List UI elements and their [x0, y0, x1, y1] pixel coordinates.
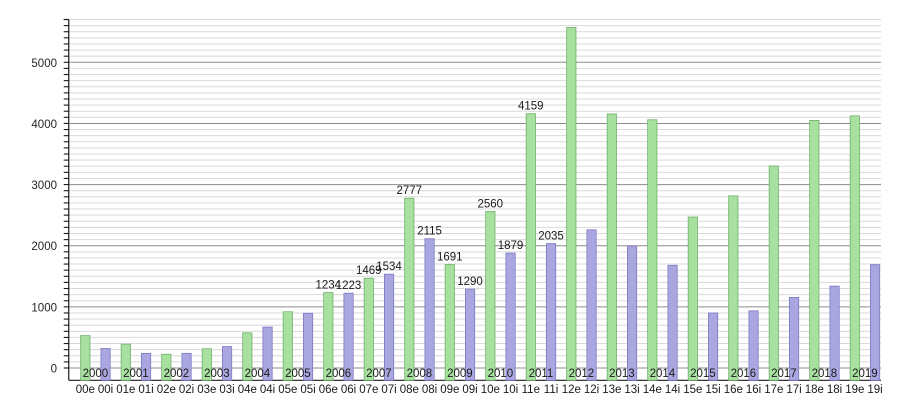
svg-text:13e: 13e [602, 384, 621, 396]
svg-text:17e: 17e [764, 384, 783, 396]
svg-text:2003: 2003 [204, 368, 230, 380]
svg-text:2006: 2006 [326, 368, 352, 380]
svg-text:15i: 15i [705, 384, 720, 396]
svg-text:2000: 2000 [83, 368, 109, 380]
svg-text:1223: 1223 [336, 280, 362, 292]
svg-text:02i: 02i [179, 384, 194, 396]
svg-text:2014: 2014 [650, 368, 676, 380]
svg-text:2115: 2115 [417, 226, 442, 238]
svg-text:09e: 09e [440, 384, 459, 396]
svg-text:13i: 13i [624, 384, 639, 396]
svg-text:15e: 15e [683, 384, 702, 396]
svg-text:06e: 06e [319, 384, 338, 396]
svg-text:2000: 2000 [31, 241, 57, 253]
svg-text:2015: 2015 [690, 368, 716, 380]
svg-text:2013: 2013 [609, 368, 635, 380]
svg-text:00e: 00e [76, 384, 95, 396]
svg-text:2016: 2016 [731, 368, 757, 380]
svg-text:18i: 18i [827, 384, 842, 396]
svg-text:17i: 17i [786, 384, 801, 396]
svg-text:08i: 08i [422, 384, 437, 396]
svg-text:2560: 2560 [478, 198, 504, 210]
svg-text:19e: 19e [845, 384, 864, 396]
svg-text:09i: 09i [462, 384, 477, 396]
svg-text:19i: 19i [867, 384, 882, 396]
svg-text:12e: 12e [562, 384, 581, 396]
svg-text:10i: 10i [503, 384, 518, 396]
svg-text:14e: 14e [643, 384, 662, 396]
svg-text:11i: 11i [544, 384, 559, 396]
svg-text:2011: 2011 [529, 368, 554, 380]
svg-text:04e: 04e [238, 384, 257, 396]
svg-text:4159: 4159 [518, 101, 544, 113]
svg-text:4000: 4000 [31, 119, 57, 131]
svg-text:06i: 06i [341, 384, 356, 396]
svg-text:1879: 1879 [498, 240, 524, 252]
svg-text:1290: 1290 [457, 276, 483, 288]
svg-text:03i: 03i [219, 384, 234, 396]
svg-text:2777: 2777 [397, 185, 423, 197]
svg-text:2005: 2005 [285, 368, 311, 380]
svg-text:18e: 18e [805, 384, 824, 396]
svg-text:3000: 3000 [31, 180, 57, 192]
svg-text:2008: 2008 [407, 368, 433, 380]
svg-text:16e: 16e [724, 384, 743, 396]
svg-text:05i: 05i [300, 384, 315, 396]
svg-text:10e: 10e [481, 384, 500, 396]
svg-text:03e: 03e [197, 384, 216, 396]
svg-text:1534: 1534 [376, 261, 402, 273]
svg-text:00i: 00i [98, 384, 113, 396]
svg-text:2018: 2018 [812, 368, 838, 380]
svg-text:05e: 05e [278, 384, 297, 396]
svg-text:16i: 16i [746, 384, 761, 396]
svg-text:2010: 2010 [488, 368, 514, 380]
svg-text:04i: 04i [260, 384, 275, 396]
svg-text:2002: 2002 [164, 368, 190, 380]
svg-text:11e: 11e [522, 384, 540, 396]
svg-text:0: 0 [51, 364, 57, 376]
svg-text:1691: 1691 [437, 252, 463, 264]
svg-text:02e: 02e [157, 384, 176, 396]
svg-text:2035: 2035 [538, 231, 564, 243]
svg-text:5000: 5000 [31, 58, 57, 70]
svg-text:1000: 1000 [31, 302, 57, 314]
svg-text:07i: 07i [381, 384, 396, 396]
svg-text:07e: 07e [359, 384, 378, 396]
svg-text:12i: 12i [584, 384, 599, 396]
svg-text:2007: 2007 [366, 368, 392, 380]
svg-text:2012: 2012 [569, 368, 595, 380]
svg-text:2001: 2001 [123, 368, 149, 380]
svg-text:14i: 14i [665, 384, 680, 396]
svg-text:01i: 01i [138, 384, 153, 396]
svg-text:2019: 2019 [852, 368, 878, 380]
svg-text:08e: 08e [400, 384, 419, 396]
svg-text:2004: 2004 [245, 368, 271, 380]
svg-text:2017: 2017 [771, 368, 797, 380]
svg-text:01e: 01e [116, 384, 135, 396]
svg-text:2009: 2009 [447, 368, 473, 380]
